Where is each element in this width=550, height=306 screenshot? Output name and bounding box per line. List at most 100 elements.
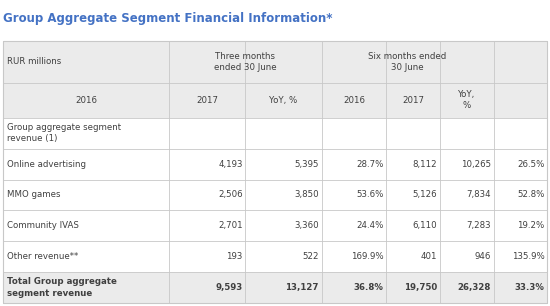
Text: 24.4%: 24.4% bbox=[356, 221, 384, 230]
Bar bbox=[440, 241, 494, 272]
Bar bbox=[387, 41, 440, 83]
Text: Three months
ended 30 June: Three months ended 30 June bbox=[214, 52, 277, 72]
Bar bbox=[440, 211, 494, 241]
Text: 10,265: 10,265 bbox=[461, 160, 491, 169]
Bar bbox=[322, 149, 387, 180]
Text: 19.2%: 19.2% bbox=[517, 221, 544, 230]
Bar bbox=[322, 118, 387, 149]
Bar bbox=[440, 83, 494, 118]
Text: 5,126: 5,126 bbox=[412, 190, 437, 200]
Bar bbox=[322, 272, 387, 303]
Bar bbox=[3, 272, 169, 303]
Bar bbox=[169, 180, 245, 211]
Text: 135.9%: 135.9% bbox=[512, 252, 544, 261]
Text: 2017: 2017 bbox=[402, 96, 424, 105]
Text: 3,850: 3,850 bbox=[294, 190, 319, 200]
Bar bbox=[245, 83, 322, 118]
Text: MMO games: MMO games bbox=[7, 190, 60, 200]
Bar bbox=[494, 149, 547, 180]
Text: 2,506: 2,506 bbox=[218, 190, 243, 200]
Text: 5,395: 5,395 bbox=[294, 160, 319, 169]
Bar bbox=[3, 241, 169, 272]
Bar bbox=[169, 211, 245, 241]
Text: Other revenue**: Other revenue** bbox=[7, 252, 78, 261]
Bar bbox=[3, 83, 169, 118]
Bar bbox=[440, 180, 494, 211]
Text: Community IVAS: Community IVAS bbox=[7, 221, 79, 230]
Bar bbox=[440, 272, 494, 303]
Text: 3,360: 3,360 bbox=[294, 221, 319, 230]
Text: 28.7%: 28.7% bbox=[356, 160, 384, 169]
Bar bbox=[3, 149, 169, 180]
Bar bbox=[494, 118, 547, 149]
Bar bbox=[440, 41, 494, 83]
Bar bbox=[3, 180, 169, 211]
Bar bbox=[440, 149, 494, 180]
Bar bbox=[387, 83, 440, 118]
Bar bbox=[169, 118, 245, 149]
Text: 9,593: 9,593 bbox=[216, 283, 243, 292]
Bar bbox=[387, 180, 440, 211]
Bar bbox=[322, 241, 387, 272]
Text: Six months ended
30 June: Six months ended 30 June bbox=[368, 52, 447, 72]
Bar bbox=[245, 241, 322, 272]
Bar bbox=[494, 272, 547, 303]
Text: Group Aggregate Segment Financial Information*: Group Aggregate Segment Financial Inform… bbox=[3, 12, 332, 25]
Text: 522: 522 bbox=[302, 252, 319, 261]
Bar bbox=[245, 180, 322, 211]
Text: 52.8%: 52.8% bbox=[517, 190, 544, 200]
Bar bbox=[322, 83, 387, 118]
Text: Total Group aggregate
segment revenue: Total Group aggregate segment revenue bbox=[7, 278, 117, 297]
Text: 13,127: 13,127 bbox=[285, 283, 319, 292]
Bar bbox=[494, 180, 547, 211]
Text: 2016: 2016 bbox=[75, 96, 97, 105]
Bar bbox=[3, 41, 169, 83]
Bar bbox=[245, 118, 322, 149]
Bar bbox=[169, 149, 245, 180]
Bar bbox=[322, 211, 387, 241]
Text: YoY,
%: YoY, % bbox=[458, 90, 475, 110]
Text: 26.5%: 26.5% bbox=[517, 160, 544, 169]
Bar bbox=[387, 118, 440, 149]
Bar bbox=[169, 41, 245, 83]
Bar bbox=[245, 272, 322, 303]
Bar bbox=[322, 41, 387, 83]
Bar bbox=[387, 149, 440, 180]
Bar bbox=[494, 241, 547, 272]
Bar bbox=[322, 180, 387, 211]
Bar bbox=[387, 211, 440, 241]
Text: 19,750: 19,750 bbox=[404, 283, 437, 292]
Bar bbox=[3, 118, 169, 149]
Bar bbox=[3, 41, 547, 303]
Bar bbox=[440, 118, 494, 149]
Text: 2016: 2016 bbox=[343, 96, 365, 105]
Text: 946: 946 bbox=[475, 252, 491, 261]
Text: RUR millions: RUR millions bbox=[7, 58, 62, 66]
Bar bbox=[245, 41, 322, 83]
Text: Online advertising: Online advertising bbox=[7, 160, 86, 169]
Text: 26,328: 26,328 bbox=[458, 283, 491, 292]
Text: 401: 401 bbox=[421, 252, 437, 261]
Text: 36.8%: 36.8% bbox=[354, 283, 384, 292]
Bar bbox=[387, 241, 440, 272]
Text: 169.9%: 169.9% bbox=[351, 252, 384, 261]
Text: 4,193: 4,193 bbox=[218, 160, 243, 169]
Text: Group aggregate segment
revenue (1): Group aggregate segment revenue (1) bbox=[7, 123, 121, 143]
Bar bbox=[169, 83, 245, 118]
Bar bbox=[494, 211, 547, 241]
Text: 193: 193 bbox=[226, 252, 243, 261]
Text: 6,110: 6,110 bbox=[412, 221, 437, 230]
Bar bbox=[494, 41, 547, 83]
Bar bbox=[3, 211, 169, 241]
Bar bbox=[387, 272, 440, 303]
Bar bbox=[494, 83, 547, 118]
Bar bbox=[245, 211, 322, 241]
Bar bbox=[245, 149, 322, 180]
Text: 2,701: 2,701 bbox=[218, 221, 243, 230]
Text: 7,834: 7,834 bbox=[466, 190, 491, 200]
Text: 7,283: 7,283 bbox=[466, 221, 491, 230]
Bar bbox=[169, 272, 245, 303]
Text: YoY, %: YoY, % bbox=[270, 96, 298, 105]
Text: 53.6%: 53.6% bbox=[356, 190, 384, 200]
Text: 8,112: 8,112 bbox=[412, 160, 437, 169]
